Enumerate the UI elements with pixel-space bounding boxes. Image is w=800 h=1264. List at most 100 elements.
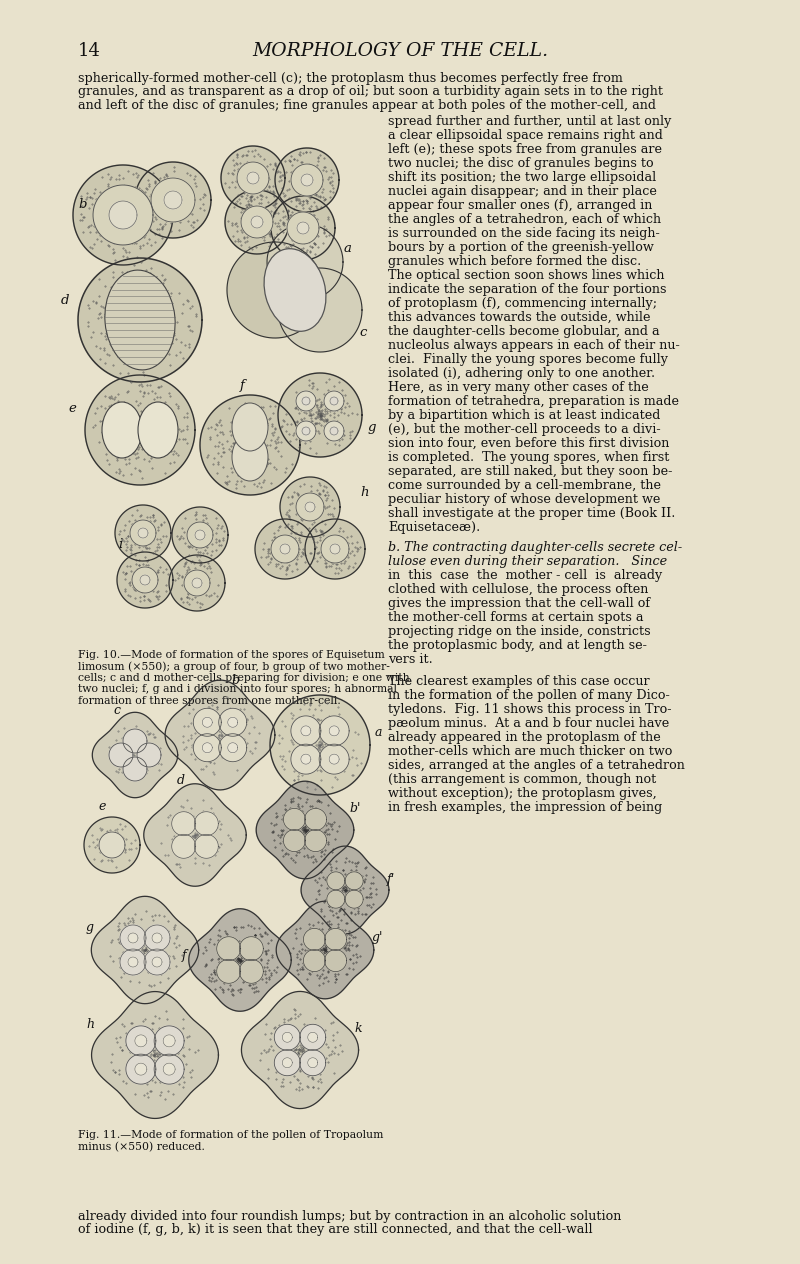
- Polygon shape: [305, 502, 315, 512]
- Polygon shape: [276, 901, 374, 999]
- Polygon shape: [187, 522, 213, 549]
- Polygon shape: [132, 568, 158, 593]
- Text: g: g: [86, 921, 94, 934]
- Polygon shape: [93, 185, 153, 245]
- Polygon shape: [189, 909, 291, 1011]
- Polygon shape: [138, 528, 148, 538]
- Polygon shape: [305, 829, 326, 852]
- Polygon shape: [319, 715, 349, 746]
- Text: granules which before formed the disc.: granules which before formed the disc.: [388, 255, 642, 268]
- Text: by a bipartition which is at least indicated: by a bipartition which is at least indic…: [388, 410, 660, 422]
- Text: b: b: [231, 674, 239, 686]
- Polygon shape: [278, 373, 362, 458]
- Polygon shape: [73, 166, 173, 265]
- Polygon shape: [247, 172, 259, 185]
- Text: a: a: [374, 727, 382, 739]
- Polygon shape: [130, 520, 156, 546]
- Text: and left of the disc of granules; fine granules appear at both poles of the moth: and left of the disc of granules; fine g…: [78, 99, 656, 112]
- Ellipse shape: [102, 402, 142, 458]
- Text: spherically-formed mother-cell (c); the protoplasm thus becomes perfectly free f: spherically-formed mother-cell (c); the …: [78, 72, 623, 85]
- Polygon shape: [324, 421, 344, 441]
- Text: sides, arranged at the angles of a tetrahedron: sides, arranged at the angles of a tetra…: [388, 758, 685, 772]
- Polygon shape: [325, 928, 346, 951]
- Text: pæolum minus.  At a and b four nuclei have: pæolum minus. At a and b four nuclei hav…: [388, 717, 670, 731]
- Ellipse shape: [232, 434, 268, 482]
- Polygon shape: [330, 397, 338, 404]
- Text: is surrounded on the side facing its neigh-: is surrounded on the side facing its nei…: [388, 228, 660, 240]
- Polygon shape: [280, 544, 290, 554]
- Text: Here, as in very many other cases of the: Here, as in very many other cases of the: [388, 380, 649, 394]
- Polygon shape: [78, 258, 202, 382]
- Polygon shape: [152, 933, 162, 943]
- Text: two nuclei; the disc of granules begins to: two nuclei; the disc of granules begins …: [388, 157, 654, 169]
- Text: sion into four, even before this first division: sion into four, even before this first d…: [388, 437, 670, 450]
- Text: c: c: [359, 326, 366, 339]
- Polygon shape: [151, 178, 195, 222]
- Polygon shape: [120, 925, 146, 951]
- Polygon shape: [302, 427, 310, 435]
- Text: b. The contracting daughter-cells secrete cel-: b. The contracting daughter-cells secret…: [388, 541, 682, 554]
- Polygon shape: [194, 834, 218, 858]
- Polygon shape: [267, 224, 343, 300]
- Polygon shape: [274, 1049, 300, 1076]
- Polygon shape: [330, 544, 340, 554]
- Text: the angles of a tetrahedron, each of which: the angles of a tetrahedron, each of whi…: [388, 214, 661, 226]
- Polygon shape: [308, 1058, 318, 1068]
- Text: nuclei again disappear; and in their place: nuclei again disappear; and in their pla…: [388, 185, 657, 198]
- Polygon shape: [282, 1033, 292, 1043]
- Polygon shape: [200, 396, 300, 495]
- Polygon shape: [303, 949, 326, 972]
- Polygon shape: [117, 552, 173, 608]
- Polygon shape: [237, 162, 269, 193]
- Text: Fig. 11.—Mode of formation of the pollen of Tropaolum: Fig. 11.—Mode of formation of the pollen…: [78, 1130, 383, 1140]
- Polygon shape: [123, 757, 147, 781]
- Polygon shape: [330, 427, 338, 435]
- Polygon shape: [301, 755, 311, 765]
- Text: f: f: [239, 378, 245, 392]
- Polygon shape: [192, 578, 202, 588]
- Polygon shape: [291, 164, 323, 196]
- Text: cells; c and d mother-cells preparing for division; e one with: cells; c and d mother-cells preparing fo…: [78, 672, 410, 683]
- Polygon shape: [239, 959, 263, 983]
- Polygon shape: [308, 1033, 318, 1043]
- Text: is completed.  The young spores, when first: is completed. The young spores, when fir…: [388, 451, 670, 464]
- Text: of protoplasm (f), commencing internally;: of protoplasm (f), commencing internally…: [388, 297, 657, 310]
- Text: e: e: [98, 800, 106, 814]
- Polygon shape: [296, 493, 324, 521]
- Text: a: a: [343, 241, 351, 254]
- Text: The clearest examples of this case occur: The clearest examples of this case occur: [388, 675, 650, 688]
- Polygon shape: [109, 201, 137, 229]
- Text: d: d: [177, 774, 185, 786]
- Polygon shape: [271, 196, 335, 260]
- Text: i: i: [118, 538, 122, 551]
- Polygon shape: [92, 713, 178, 798]
- Text: (e), but the mother-cell proceeds to a divi-: (e), but the mother-cell proceeds to a d…: [388, 423, 661, 436]
- Polygon shape: [297, 222, 309, 234]
- Polygon shape: [329, 726, 339, 736]
- Polygon shape: [303, 928, 326, 951]
- Text: bours by a portion of the greenish-yellow: bours by a portion of the greenish-yello…: [388, 241, 654, 254]
- Polygon shape: [227, 241, 323, 337]
- Text: 14: 14: [78, 42, 101, 59]
- Polygon shape: [239, 937, 263, 961]
- Text: h: h: [361, 487, 370, 499]
- Polygon shape: [283, 829, 306, 852]
- Text: clei.  Finally the young spores become fully: clei. Finally the young spores become fu…: [388, 353, 668, 367]
- Text: appear four smaller ones (f), arranged in: appear four smaller ones (f), arranged i…: [388, 198, 652, 212]
- Polygon shape: [251, 216, 263, 228]
- Polygon shape: [135, 1063, 147, 1076]
- Polygon shape: [287, 212, 319, 244]
- Text: in the formation of the pollen of many Dico-: in the formation of the pollen of many D…: [388, 689, 670, 702]
- Polygon shape: [135, 1035, 147, 1047]
- Text: this advances towards the outside, while: this advances towards the outside, while: [388, 311, 650, 324]
- Text: (this arrangement is common, though not: (this arrangement is common, though not: [388, 774, 656, 786]
- Polygon shape: [228, 717, 238, 727]
- Polygon shape: [324, 391, 344, 411]
- Text: already divided into four roundish lumps; but by contraction in an alcoholic sol: already divided into four roundish lumps…: [78, 1210, 622, 1224]
- Text: gives the impression that the cell-wall of: gives the impression that the cell-wall …: [388, 597, 650, 611]
- Polygon shape: [301, 726, 311, 736]
- Polygon shape: [128, 933, 138, 943]
- Text: the protoplasmic body, and at length se-: the protoplasmic body, and at length se-: [388, 640, 647, 652]
- Polygon shape: [91, 896, 198, 1004]
- Text: Fig. 10.—Mode of formation of the spores of Equisetum: Fig. 10.—Mode of formation of the spores…: [78, 650, 385, 660]
